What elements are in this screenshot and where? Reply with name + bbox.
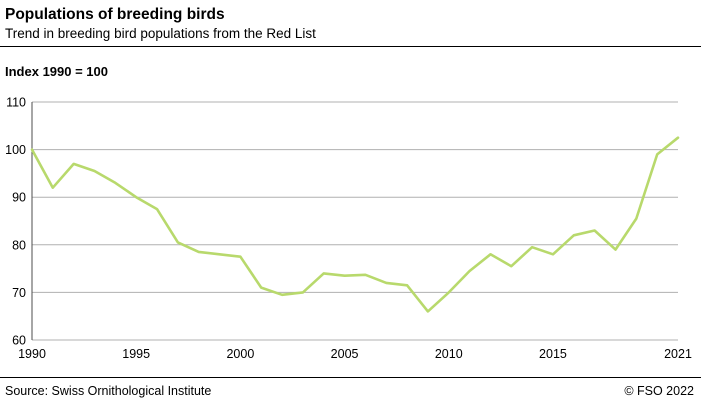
page-title: Populations of breeding birds <box>5 6 225 23</box>
xtick-label-2015: 2015 <box>539 347 567 361</box>
index-axis-label: Index 1990 = 100 <box>5 64 108 79</box>
breeding-birds-line-chart: 60 70 80 90 100 110 1990 1995 2000 2005 2010 2015 20… <box>5 96 692 362</box>
header-divider <box>0 46 701 47</box>
ytick-label-100: 100 <box>5 143 26 157</box>
xtick-label-1995: 1995 <box>122 347 150 361</box>
ytick-label-60: 60 <box>12 334 26 348</box>
xtick-label-2000: 2000 <box>226 347 254 361</box>
footer-divider <box>0 377 701 378</box>
xtick-label-2010: 2010 <box>435 347 463 361</box>
ytick-label-70: 70 <box>12 286 26 300</box>
trend-line-series <box>30 136 680 313</box>
ytick-label-90: 90 <box>12 191 26 205</box>
ytick-label-110: 110 <box>6 96 26 110</box>
xtick-label-2021: 2021 <box>664 347 692 361</box>
xtick-label-1990: 1990 <box>18 347 46 361</box>
ytick-label-80: 80 <box>12 238 26 252</box>
copyright-note: © FSO 2022 <box>624 384 694 398</box>
page-subtitle: Trend in breeding bird populations from … <box>5 26 316 41</box>
source-note: Source: Swiss Ornithological Institute <box>5 384 212 398</box>
header: Populations of breeding birds Trend in b… <box>5 4 697 43</box>
xtick-label-2005: 2005 <box>331 347 359 361</box>
